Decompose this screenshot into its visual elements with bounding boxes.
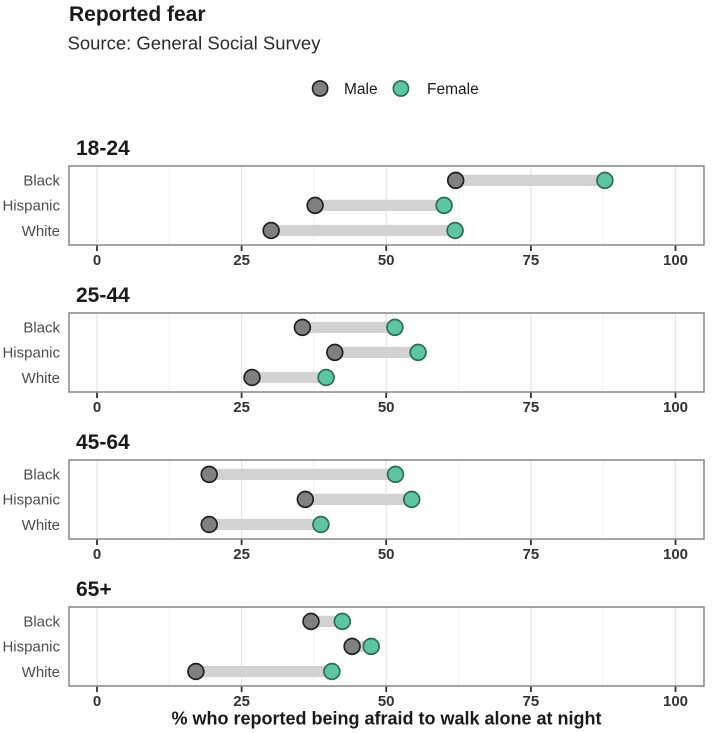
svg-text:White: White (22, 664, 60, 681)
svg-text:50: 50 (378, 693, 395, 710)
svg-text:Black: Black (23, 320, 60, 337)
svg-text:Black: Black (23, 173, 60, 190)
svg-text:Hispanic: Hispanic (2, 345, 60, 362)
svg-text:Source: General Social Survey: Source: General Social Survey (68, 33, 322, 54)
svg-text:Black: Black (23, 614, 60, 631)
svg-text:25: 25 (233, 693, 250, 710)
svg-text:Hispanic: Hispanic (2, 198, 60, 215)
svg-text:25: 25 (233, 252, 250, 269)
svg-text:Reported fear: Reported fear (69, 3, 206, 26)
svg-text:75: 75 (523, 693, 540, 710)
svg-text:Black: Black (23, 467, 60, 484)
svg-text:0: 0 (93, 693, 101, 710)
svg-text:25: 25 (233, 546, 250, 563)
svg-text:65+: 65+ (76, 578, 112, 601)
svg-text:White: White (22, 223, 60, 240)
svg-text:Male: Male (344, 81, 378, 98)
svg-text:Hispanic: Hispanic (2, 492, 60, 509)
svg-text:18-24: 18-24 (76, 137, 130, 160)
svg-text:% who reported being afraid to: % who reported being afraid to walk alon… (171, 709, 601, 729)
svg-text:100: 100 (663, 693, 688, 710)
svg-text:50: 50 (378, 252, 395, 269)
svg-text:Female: Female (427, 81, 479, 98)
svg-text:75: 75 (523, 252, 540, 269)
svg-text:100: 100 (663, 546, 688, 563)
svg-text:Hispanic: Hispanic (2, 639, 60, 656)
svg-text:75: 75 (523, 546, 540, 563)
svg-text:0: 0 (93, 252, 101, 269)
svg-text:25-44: 25-44 (76, 284, 130, 307)
svg-text:0: 0 (93, 546, 101, 563)
svg-text:75: 75 (523, 399, 540, 416)
svg-text:100: 100 (663, 399, 688, 416)
svg-text:45-64: 45-64 (76, 431, 130, 454)
svg-text:100: 100 (663, 252, 688, 269)
svg-text:50: 50 (378, 546, 395, 563)
svg-text:White: White (22, 517, 60, 534)
svg-text:50: 50 (378, 399, 395, 416)
svg-text:0: 0 (93, 399, 101, 416)
svg-text:25: 25 (233, 399, 250, 416)
svg-text:White: White (22, 370, 60, 387)
